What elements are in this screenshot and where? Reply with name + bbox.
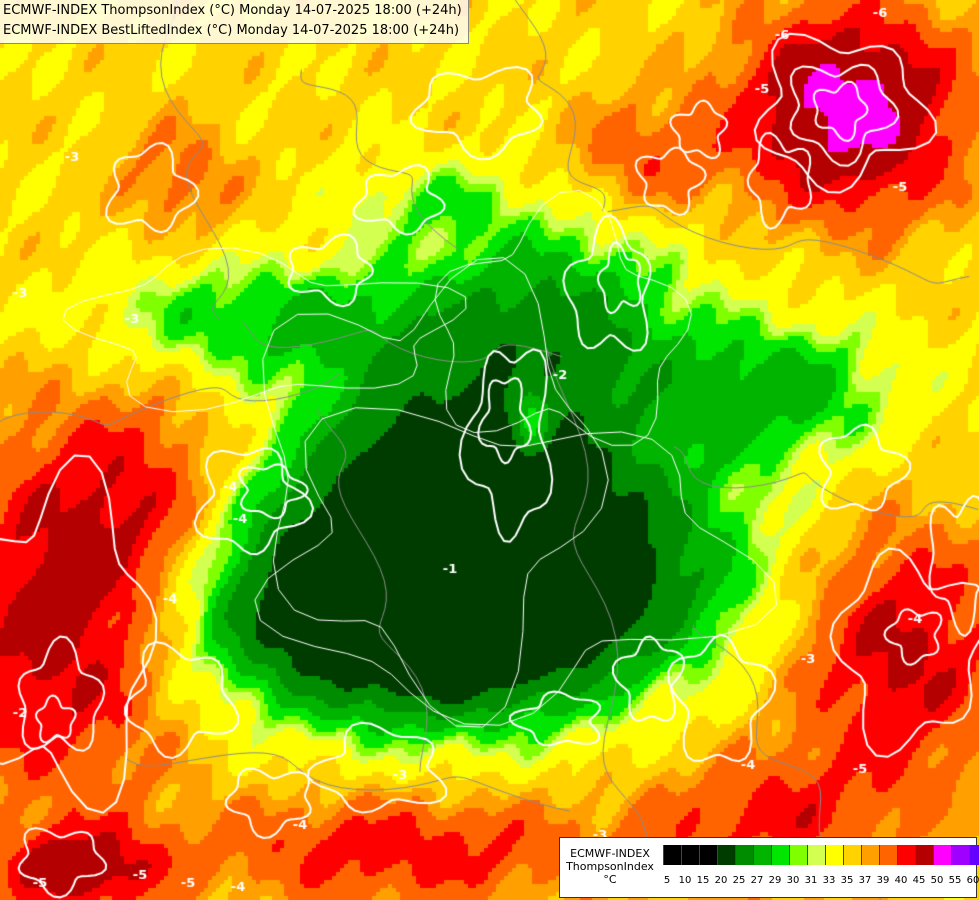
legend-swatch <box>808 845 826 865</box>
legend-swatch <box>970 845 979 865</box>
legend-tick-label: 39 <box>876 875 890 886</box>
legend-tick-label: 45 <box>912 875 926 886</box>
legend-title-model: ECMWF-INDEX <box>570 847 650 860</box>
legend-tick-labels: 5 10 15 20 25 27 29 30 31 33 35 37 39 40 45 50 55 60 <box>656 875 979 889</box>
color-legend: ECMWF-INDEX ThompsonIndex °C 5 10 15 20 25 27… <box>559 837 979 898</box>
legend-tick-label: 10 <box>678 875 692 886</box>
legend-swatches <box>663 845 979 865</box>
legend-tick-label: 29 <box>768 875 782 886</box>
legend-tick-label: 27 <box>750 875 764 886</box>
legend-tick-label: 20 <box>714 875 728 886</box>
legend-tick-label: 60 <box>966 875 979 886</box>
legend-tick-label: 30 <box>786 875 800 886</box>
legend-swatch <box>916 845 934 865</box>
map-header: ECMWF-INDEX ThompsonIndex (°C) Monday 14… <box>0 0 469 44</box>
legend-swatch <box>844 845 862 865</box>
legend-tick-label: 37 <box>858 875 872 886</box>
header-line-thompson: ECMWF-INDEX ThompsonIndex (°C) Monday 14… <box>3 3 462 18</box>
legend-swatch <box>952 845 970 865</box>
legend-title-unit: °C <box>603 873 617 886</box>
legend-tick-label: 35 <box>840 875 854 886</box>
legend-swatch <box>663 845 682 865</box>
legend-swatch <box>772 845 790 865</box>
legend-swatch <box>934 845 952 865</box>
legend-tick-label: 31 <box>804 875 818 886</box>
legend-tick-label: 40 <box>894 875 908 886</box>
legend-swatch <box>700 845 718 865</box>
legend-swatch <box>754 845 772 865</box>
legend-title: ECMWF-INDEX ThompsonIndex °C <box>564 847 656 886</box>
legend-tick-label: 15 <box>696 875 710 886</box>
legend-swatch <box>862 845 880 865</box>
legend-tick-label: 55 <box>948 875 962 886</box>
legend-swatch <box>718 845 736 865</box>
header-line-lifted: ECMWF-INDEX BestLiftedIndex (°C) Monday … <box>3 23 460 38</box>
legend-swatch <box>826 845 844 865</box>
legend-swatch <box>880 845 898 865</box>
legend-tick-label: 50 <box>930 875 944 886</box>
legend-tick-label: 33 <box>822 875 836 886</box>
legend-tick-label: 5 <box>663 875 671 886</box>
legend-title-index: ThompsonIndex <box>566 860 654 873</box>
legend-swatch <box>682 845 700 865</box>
legend-swatch <box>790 845 808 865</box>
legend-swatch <box>898 845 916 865</box>
legend-swatch <box>736 845 754 865</box>
legend-tick-label: 25 <box>732 875 746 886</box>
